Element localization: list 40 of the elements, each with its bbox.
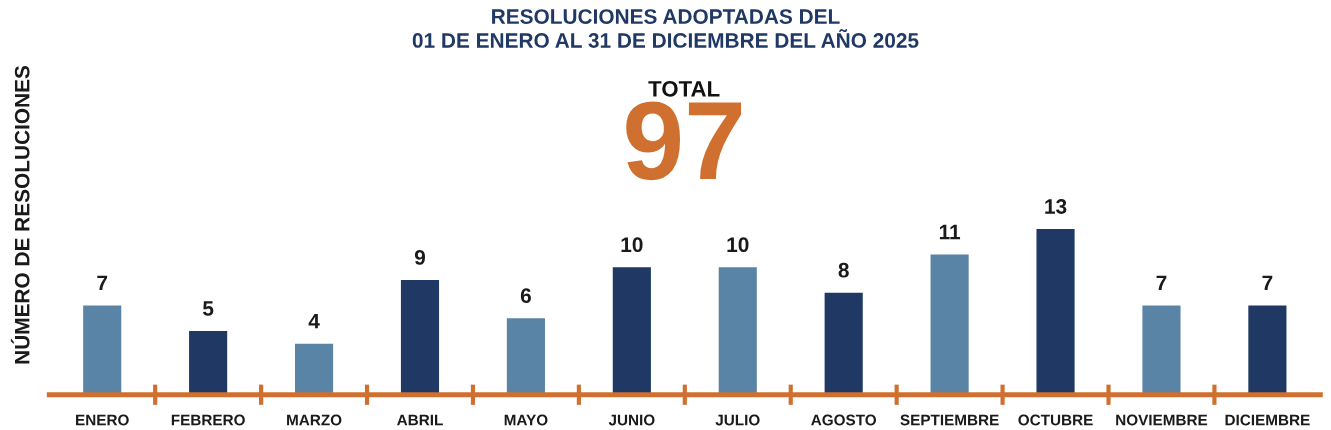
data-label: 6 xyxy=(520,288,531,304)
data-label: 4 xyxy=(308,314,320,329)
x-tick-label: JUNIO xyxy=(608,414,655,426)
data-label: 13 xyxy=(1045,199,1067,214)
data-label: 7 xyxy=(1156,275,1167,291)
text: TOTAL xyxy=(648,80,720,97)
bar xyxy=(1248,305,1287,395)
bar xyxy=(1142,305,1181,395)
bar xyxy=(294,343,334,395)
data-label: 9 xyxy=(414,250,426,265)
x-tick-label: SEPTIEMBRE xyxy=(900,414,999,426)
bar xyxy=(930,254,969,395)
x-tick-label: ENERO xyxy=(76,414,129,426)
data-label: 10 xyxy=(727,237,749,253)
x-tick-label: JULIO xyxy=(715,414,760,426)
data-label: 7 xyxy=(1262,275,1273,291)
bar xyxy=(612,267,651,395)
text: 97 xyxy=(626,101,742,181)
chart-title: RESOLUCIONES ADOPTADAS DEL 01 DE ENERO AL 31 DE DICIEMBRE DEL AÑO 2025 xyxy=(412,9,919,48)
bar xyxy=(83,305,122,395)
data-label: 8 xyxy=(838,262,849,278)
x-tick-label: DICIEMBRE xyxy=(1225,414,1310,426)
x-tick-label: FEBRERO xyxy=(171,414,245,426)
x-tick-label: MAYO xyxy=(504,414,548,426)
bar xyxy=(824,292,863,395)
data-label: 10 xyxy=(621,237,643,253)
data-label: 11 xyxy=(939,224,961,240)
bar xyxy=(1036,229,1075,395)
bar xyxy=(400,280,440,395)
bar xyxy=(189,331,228,395)
bar xyxy=(718,267,757,395)
x-tick-label: OCTUBRE xyxy=(1018,414,1093,426)
x-tick-label: NOVIEMBRE xyxy=(1116,414,1208,426)
bar xyxy=(506,318,545,395)
y-axis-title: NÚMERO DE RESOLUCIONES xyxy=(10,65,30,364)
x-tick-label: ABRIL xyxy=(397,414,443,426)
data-label: 5 xyxy=(202,301,214,316)
x-tick-label: MARZO xyxy=(287,414,342,426)
x-tick-label: AGOSTO xyxy=(811,414,877,426)
data-label: 7 xyxy=(97,275,108,291)
